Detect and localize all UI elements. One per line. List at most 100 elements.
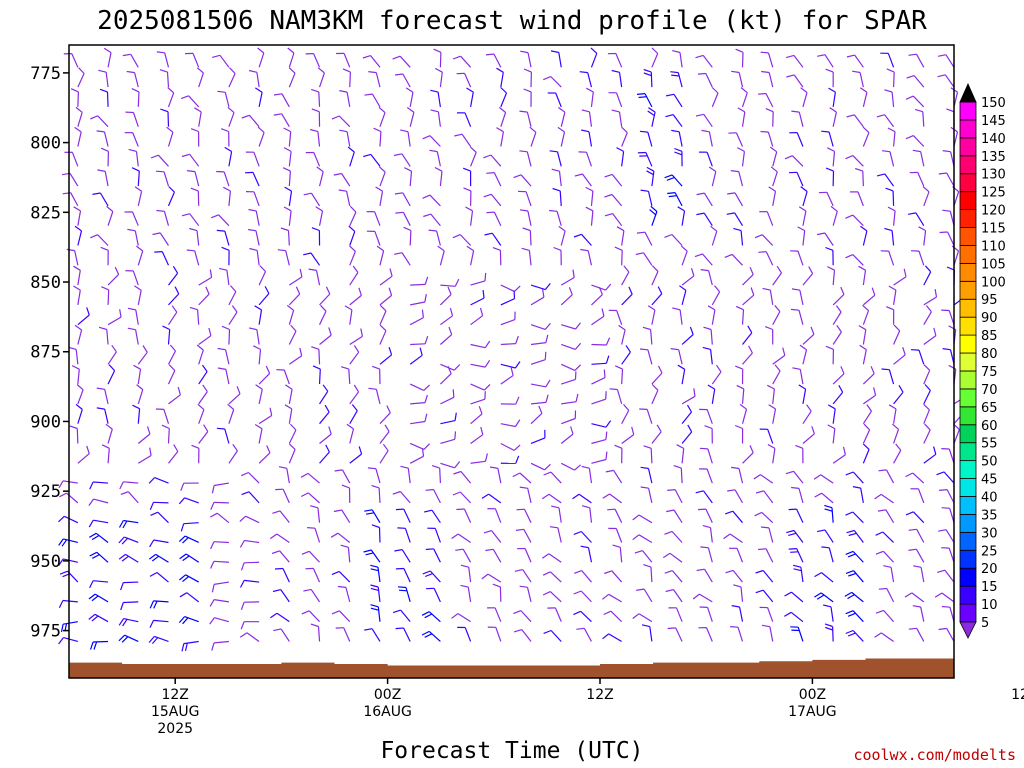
- barb-staff: [107, 370, 116, 385]
- barb-flag: [370, 564, 379, 568]
- wind-barb: [460, 564, 472, 583]
- barb-flag: [697, 72, 706, 75]
- barb-flag: [392, 55, 401, 60]
- wind-barb: [938, 627, 955, 642]
- barb-staff: [673, 589, 683, 603]
- wind-barb: [560, 269, 575, 286]
- barb-flag: [846, 529, 855, 534]
- barb-flag: [609, 388, 618, 391]
- wind-barb: [254, 305, 263, 325]
- barb-staff: [93, 640, 109, 643]
- barb-flag: [640, 466, 649, 470]
- barb-staff: [349, 272, 359, 286]
- barb-staff: [651, 211, 658, 226]
- colorbar-segment: [959, 191, 977, 210]
- barb-staff: [307, 492, 320, 504]
- barb-flag: [848, 572, 857, 577]
- barb-staff: [154, 477, 169, 484]
- barb-flag: [364, 628, 373, 631]
- wind-barb: [667, 489, 683, 504]
- barb-flag: [634, 550, 643, 554]
- barb-staff: [349, 335, 363, 345]
- wind-barb: [439, 286, 452, 306]
- wind-barb: [209, 599, 230, 607]
- wind-barb: [152, 232, 169, 246]
- wind-barb: [484, 232, 502, 246]
- barb-staff: [645, 152, 653, 167]
- wind-barb: [541, 493, 562, 504]
- barb-flag: [574, 173, 583, 177]
- wind-barb: [646, 166, 655, 187]
- barb-flag: [573, 570, 582, 574]
- colorbar-label: 150: [981, 96, 1006, 111]
- barb-flag: [119, 481, 124, 490]
- barb-flag: [632, 613, 640, 619]
- wind-barb: [863, 387, 877, 405]
- barb-flag: [727, 192, 736, 195]
- wind-barb: [951, 245, 960, 266]
- wind-barb: [71, 365, 80, 385]
- barb-staff: [196, 230, 200, 246]
- wind-barb: [761, 526, 774, 543]
- barb-staff: [772, 171, 778, 187]
- barb-staff: [893, 449, 902, 464]
- barb-staff: [106, 91, 109, 107]
- wind-barb: [500, 361, 521, 369]
- wind-barb: [799, 344, 808, 365]
- wind-barb: [519, 486, 532, 504]
- wind-barb: [647, 305, 656, 325]
- wind-barb: [699, 468, 713, 484]
- barb-staff: [880, 493, 894, 504]
- barb-staff: [798, 111, 804, 127]
- barb-flag: [299, 268, 303, 278]
- barb-staff: [371, 93, 381, 108]
- barb-staff: [349, 294, 362, 306]
- barb-flag: [136, 384, 144, 391]
- barb-staff: [253, 191, 260, 207]
- barb-flag: [466, 87, 474, 93]
- barb-flag: [58, 515, 65, 523]
- wind-barb: [753, 474, 774, 484]
- barb-flag: [149, 600, 155, 609]
- barb-flag: [521, 247, 530, 251]
- barb-staff: [832, 331, 842, 345]
- barb-flag: [453, 470, 462, 475]
- wind-barb: [410, 413, 428, 425]
- wind-barb: [349, 404, 358, 424]
- wind-barb: [676, 444, 685, 464]
- barb-staff: [188, 95, 200, 108]
- wind-barb: [285, 384, 293, 404]
- wind-barb: [409, 448, 425, 464]
- barb-flag: [370, 604, 379, 608]
- barb-staff: [343, 627, 351, 642]
- barb-flag: [824, 623, 833, 628]
- barb-flag: [925, 305, 932, 313]
- colorbar-label: 50: [981, 455, 998, 470]
- wind-barb: [394, 73, 411, 88]
- barb-staff: [157, 154, 169, 167]
- wind-barb: [89, 580, 109, 589]
- barb-flag: [541, 493, 550, 500]
- barb-staff: [527, 488, 532, 504]
- barb-staff: [258, 309, 263, 325]
- barb-staff: [402, 192, 411, 207]
- barb-flag: [551, 505, 560, 509]
- wind-barb: [190, 128, 200, 147]
- wind-barb: [788, 508, 804, 523]
- barb-flag: [394, 192, 403, 195]
- wind-barb: [878, 587, 895, 603]
- wind-barb: [168, 386, 181, 405]
- barb-staff: [167, 370, 176, 385]
- barb-flag: [700, 269, 709, 272]
- barb-staff: [163, 211, 170, 226]
- wind-barb: [239, 515, 260, 524]
- barb-staff: [706, 151, 713, 167]
- barb-staff: [337, 532, 351, 543]
- wind-barb: [364, 628, 381, 642]
- wind-barb: [791, 288, 804, 306]
- barb-flag: [379, 304, 387, 312]
- barb-flag: [667, 627, 676, 630]
- barb-staff: [288, 293, 301, 306]
- barb-flag: [424, 509, 433, 513]
- barb-staff: [796, 548, 804, 563]
